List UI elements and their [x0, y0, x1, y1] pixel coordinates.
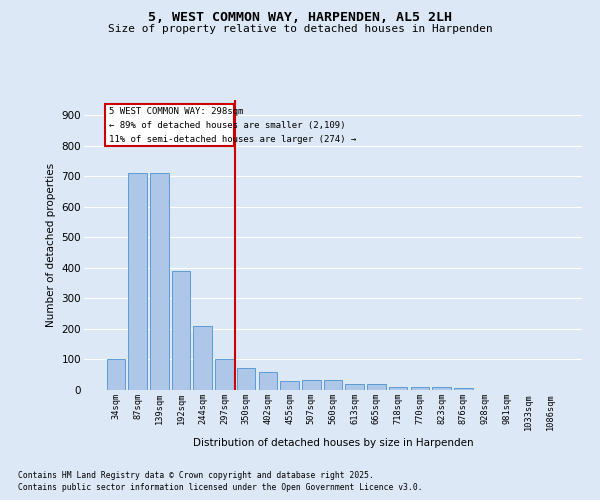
Y-axis label: Number of detached properties: Number of detached properties [46, 163, 56, 327]
Bar [215, 360, 233, 390]
Bar [172, 271, 190, 390]
Bar [346, 384, 364, 390]
Bar [302, 380, 320, 390]
Bar [280, 381, 299, 390]
Bar [150, 174, 169, 390]
X-axis label: Distribution of detached houses by size in Harpenden: Distribution of detached houses by size … [193, 438, 473, 448]
Text: 5, WEST COMMON WAY, HARPENDEN, AL5 2LH: 5, WEST COMMON WAY, HARPENDEN, AL5 2LH [148, 11, 452, 24]
Bar [324, 380, 342, 390]
Bar [433, 387, 451, 390]
Text: Contains public sector information licensed under the Open Government Licence v3: Contains public sector information licen… [18, 482, 422, 492]
Bar [106, 104, 234, 146]
Bar [410, 387, 429, 390]
Text: Size of property relative to detached houses in Harpenden: Size of property relative to detached ho… [107, 24, 493, 34]
Bar [237, 368, 256, 390]
Bar [193, 326, 212, 390]
Bar [259, 372, 277, 390]
Bar [454, 388, 473, 390]
Text: 5 WEST COMMON WAY: 298sqm
← 89% of detached houses are smaller (2,109)
11% of se: 5 WEST COMMON WAY: 298sqm ← 89% of detac… [109, 106, 356, 144]
Text: Contains HM Land Registry data © Crown copyright and database right 2025.: Contains HM Land Registry data © Crown c… [18, 472, 374, 480]
Bar [128, 174, 147, 390]
Bar [107, 360, 125, 390]
Bar [389, 387, 407, 390]
Bar [367, 384, 386, 390]
